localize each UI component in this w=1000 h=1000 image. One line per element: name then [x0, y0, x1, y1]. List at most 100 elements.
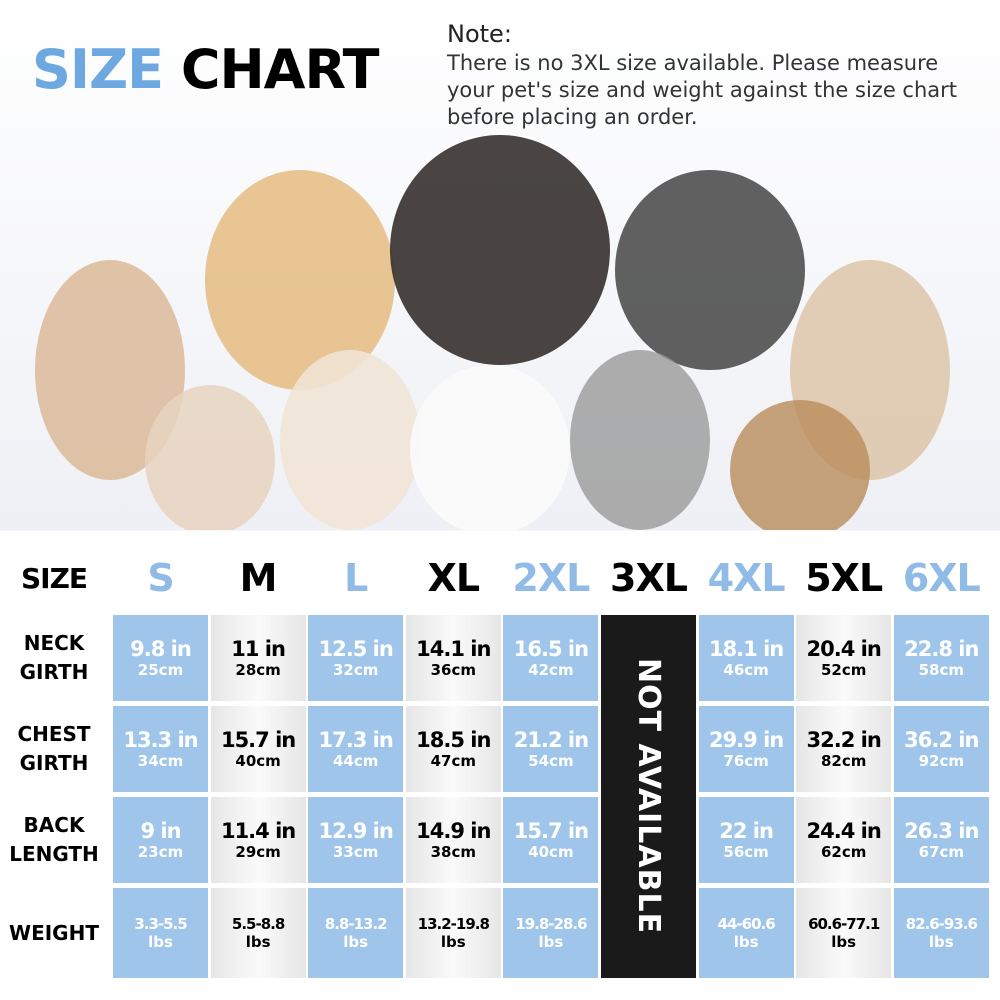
cell-sub: 29cm: [235, 843, 281, 861]
size-cell: 9.8 in 25cm: [113, 615, 208, 701]
cell-sub: 47cm: [430, 752, 476, 770]
cell-sub: 54cm: [528, 752, 574, 770]
dogs-illustration: [35, 135, 950, 530]
cell-main: 22.8 in: [904, 637, 979, 661]
size-cell: 82.6-93.6 lbs: [893, 888, 989, 978]
cell-main: 21.2 in: [513, 728, 589, 752]
cell-sub: lbs: [440, 933, 466, 951]
size-cell: 18.1 in 46cm: [698, 615, 794, 701]
cell-main: 12.5 in: [318, 637, 394, 661]
size-cell: 14.1 in 36cm: [405, 615, 501, 701]
size-header: M: [239, 556, 278, 600]
size-cell: 19.8-28.6 lbs: [503, 888, 599, 978]
cell-sub: 33cm: [332, 843, 379, 861]
cell-main: 16.5 in: [513, 637, 589, 661]
cell-sub: 40cm: [528, 843, 574, 861]
cell-main: 13.3 in: [123, 728, 198, 752]
cell-sub: 36cm: [430, 661, 476, 679]
cell-main: 36.2 in: [904, 728, 979, 752]
cell-sub: 67cm: [918, 843, 964, 861]
cell-sub: lbs: [343, 933, 369, 951]
size-cell: 5.5-8.8 lbs: [210, 888, 306, 978]
row-label: NECK GIRTH: [19, 631, 89, 684]
cell-main: 9.8 in: [130, 637, 192, 661]
size-cell: 24.4 in 62cm: [796, 797, 892, 883]
cell-sub: 82cm: [820, 752, 867, 770]
cell-sub: 92cm: [918, 752, 964, 770]
cell-sub: 62cm: [820, 843, 867, 861]
size-cell: 12.5 in 32cm: [308, 615, 404, 701]
cell-sub: 23cm: [137, 843, 184, 861]
cell-sub: 34cm: [137, 752, 184, 770]
cell-sub: 56cm: [723, 843, 769, 861]
size-header: XL: [427, 556, 481, 600]
cell-sub: 25cm: [137, 661, 184, 679]
title: SIZE CHART: [32, 38, 380, 101]
cell-sub: lbs: [538, 933, 564, 951]
cell-sub: lbs: [245, 933, 271, 951]
size-header: 3XL: [610, 556, 688, 600]
cell-main: 8.8-13.2: [324, 915, 388, 933]
size-header: S: [147, 556, 174, 600]
cell-main: 15.7 in: [220, 728, 296, 752]
cell-sub: 28cm: [235, 661, 281, 679]
note-text: There is no 3XL size available. Please m…: [447, 51, 958, 129]
cell-main: 19.8-28.6: [515, 915, 587, 933]
size-cell: 29.9 in 76cm: [698, 706, 794, 792]
not-available-column: NOT AVAILABLE: [601, 615, 696, 978]
cell-main: 14.9 in: [416, 819, 491, 843]
cell-main: 9 in: [140, 819, 181, 843]
size-cell: 20.4 in 52cm: [796, 615, 892, 701]
cell-main: 11.4 in: [220, 819, 296, 843]
size-cell: 17.3 in 44cm: [308, 706, 404, 792]
cell-main: 60.6-77.1: [808, 915, 880, 933]
title-part: CHART: [180, 38, 380, 101]
size-cell: 15.7 in 40cm: [210, 706, 306, 792]
cell-main: 3.3-5.5: [134, 915, 187, 933]
row-label: WEIGHT: [9, 920, 99, 945]
cell-main: 11 in: [231, 637, 286, 661]
size-cell: 60.6-77.1 lbs: [796, 888, 892, 978]
cell-sub: 42cm: [528, 661, 574, 679]
cell-main: 26.3 in: [904, 819, 979, 843]
size-cell: 11.4 in 29cm: [210, 797, 306, 883]
cell-sub: lbs: [733, 933, 759, 951]
cell-main: 5.5-8.8: [231, 915, 285, 933]
size-header: 5XL: [805, 556, 883, 600]
size-cell: 15.7 in 40cm: [503, 797, 599, 883]
size-cell: 22 in 56cm: [698, 797, 794, 883]
cell-main: 18.5 in: [416, 728, 491, 752]
cell-main: 12.9 in: [318, 819, 394, 843]
size-header: 2XL: [512, 556, 590, 600]
size-cell: 9 in 23cm: [113, 797, 208, 883]
cell-main: 44-60.6: [717, 915, 776, 933]
cell-main: 18.1 in: [708, 637, 784, 661]
title-part: SIZE: [32, 38, 164, 101]
size-cell: 13.2-19.8 lbs: [405, 888, 501, 978]
row-label: BACK LENGTH: [9, 813, 99, 866]
size-cell: 44-60.6 lbs: [698, 888, 794, 978]
cell-main: 15.7 in: [513, 819, 589, 843]
size-cell: 8.8-13.2 lbs: [308, 888, 404, 978]
size-cell: 14.9 in 38cm: [405, 797, 501, 883]
corner-label: SIZE: [20, 561, 88, 595]
cell-main: 24.4 in: [806, 819, 882, 843]
cell-sub: lbs: [148, 933, 173, 951]
size-cell: 11 in 28cm: [210, 615, 306, 701]
size-header: 4XL: [707, 556, 786, 600]
size-cell: 13.3 in 34cm: [113, 706, 208, 792]
cell-main: 17.3 in: [318, 728, 394, 752]
cell-sub: 52cm: [820, 661, 867, 679]
cell-sub: 44cm: [332, 752, 379, 770]
size-cell: 18.5 in 47cm: [405, 706, 501, 792]
cell-sub: lbs: [831, 933, 857, 951]
cell-main: 22 in: [719, 819, 774, 843]
size-cell: 36.2 in 92cm: [893, 706, 989, 792]
cell-sub: 58cm: [918, 661, 964, 679]
cell-sub: 32cm: [332, 661, 379, 679]
cell-main: 82.6-93.6: [905, 915, 978, 933]
cell-sub: 76cm: [723, 752, 769, 770]
size-cell: 16.5 in 42cm: [503, 615, 599, 701]
size-cell: 21.2 in 54cm: [503, 706, 599, 792]
